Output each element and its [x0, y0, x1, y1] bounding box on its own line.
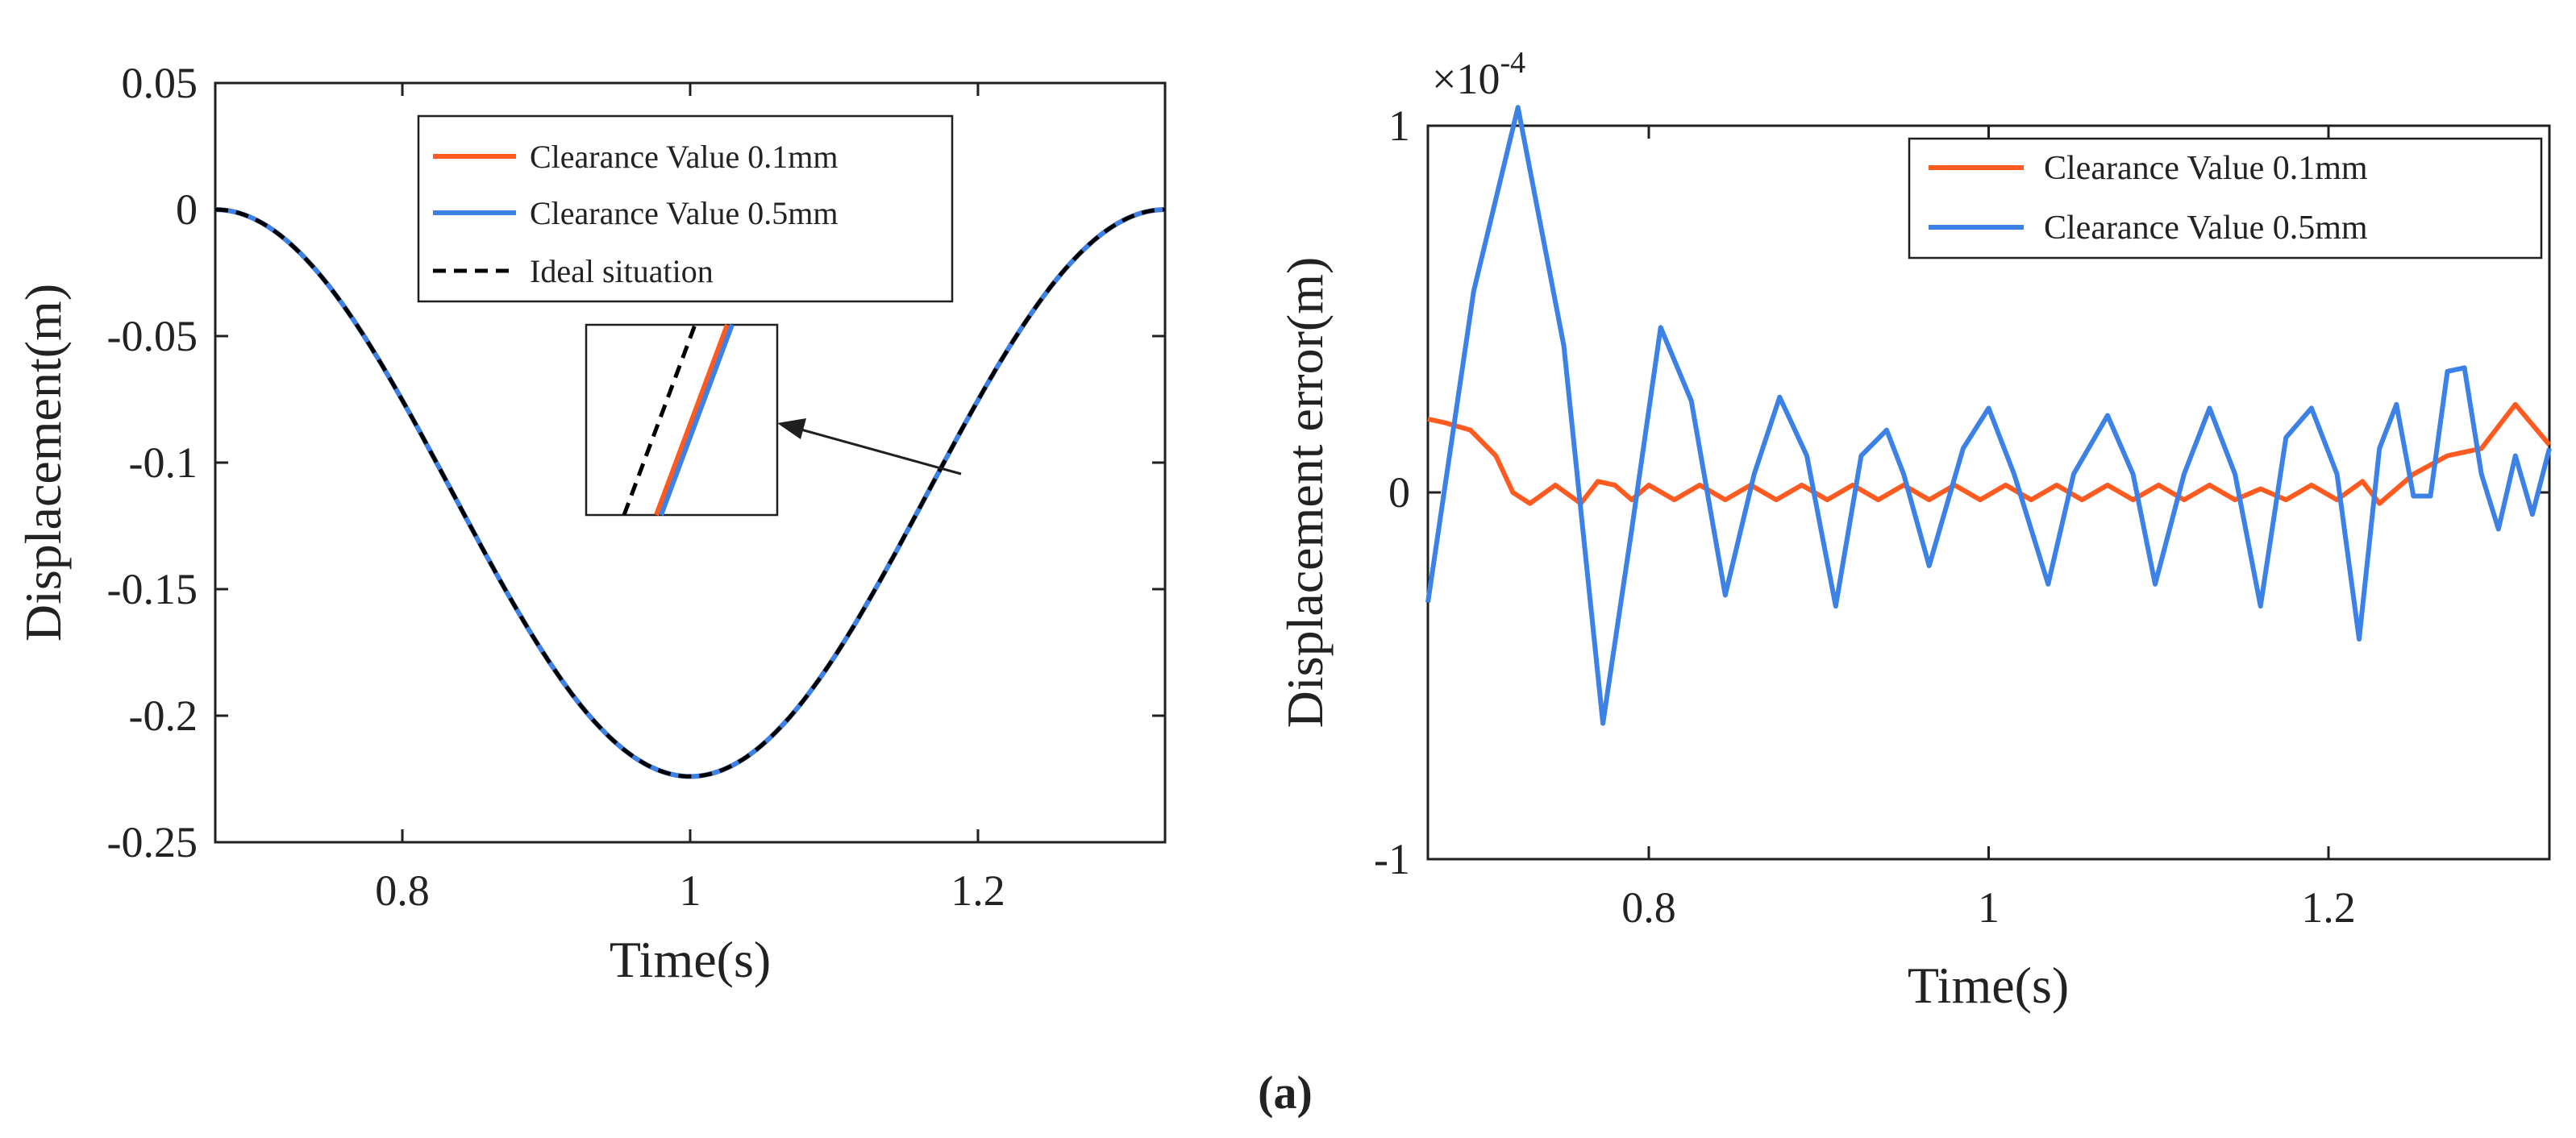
y-tick-label: 0.05: [122, 59, 198, 107]
x-tick-label: 1.2: [951, 866, 1005, 915]
figure-caption: (a): [1258, 1066, 1313, 1119]
zoom-inset-box: [585, 323, 779, 517]
x-ticks-left: 0.8 1 1.2: [375, 83, 1005, 915]
series-line-ideal: [214, 207, 1166, 779]
legend-label-series-b: Clearance Value 0.5mm: [530, 195, 838, 231]
y-ticks-left: 0.05 0 -0.05 -0.1 -0.15 -0.2 -0.25: [107, 59, 1165, 866]
y-tick-label: -0.1: [129, 438, 198, 487]
x-tick-label: 1: [1978, 883, 2000, 932]
y-tick-label: 1: [1388, 102, 1410, 150]
x-tick-label: 0.8: [375, 866, 430, 915]
y-tick-label: -0.2: [129, 692, 198, 740]
series-lines-right: [1425, 105, 2552, 726]
legend-right: Clearance Value 0.1mm Clearance Value 0.…: [1908, 137, 2543, 260]
zoom-inset-series-b-line: [659, 323, 735, 517]
y-tick-label: 0: [176, 185, 198, 234]
zoom-arrow-head: [777, 418, 806, 439]
y-axis-scale-factor: ×10-4: [1432, 46, 1525, 103]
y-tick-label: 0: [1388, 468, 1410, 517]
legend-label-series-a: Clearance Value 0.1mm: [530, 139, 838, 175]
zoom-inset-ideal-line: [622, 324, 697, 516]
x-axis-label-right: Time(s): [1908, 957, 2069, 1014]
y-tick-label: -0.05: [107, 312, 198, 360]
x-tick-label: 0.8: [1621, 883, 1676, 932]
series-lines-left: [214, 207, 1166, 779]
y-tick-label: -0.25: [107, 818, 198, 866]
series-line-clearance-0-5mm: [1425, 105, 2552, 726]
x-axis-label-left: Time(s): [610, 931, 771, 988]
zoom-arrow-shaft: [797, 427, 962, 476]
zoom-inset: [585, 323, 962, 517]
y-ticks-right: 1 0 -1: [1374, 102, 2549, 883]
zoom-inset-series-a-line: [654, 323, 730, 517]
displacement-chart: 0.05 0 -0.05 -0.1 -0.15 -0.2 -0.25 0.8 1 1.2 Dis…: [15, 59, 1167, 988]
y-tick-label: -1: [1374, 835, 1410, 883]
y-axis-label-left: Displacement(m): [15, 284, 72, 642]
x-tick-label: 1.2: [2301, 883, 2356, 932]
legend-label-series-a-right: Clearance Value 0.1mm: [2044, 150, 2368, 187]
y-tick-label: -0.15: [107, 565, 198, 613]
legend-label-series-b-right: Clearance Value 0.5mm: [2044, 210, 2368, 247]
displacement-error-chart: 1 0 -1 0.8 1 1.2 ×10-4 Displacement error(m)…: [1276, 46, 2552, 1014]
x-tick-label: 1: [680, 866, 701, 915]
legend-label-ideal: Ideal situation: [530, 253, 714, 289]
legend-box-right: [1908, 137, 2543, 260]
legend-left: Clearance Value 0.1mm Clearance Value 0.…: [417, 114, 954, 303]
series-line-clearance-0-1mm: [1427, 401, 2552, 506]
y-axis-label-right: Displacement error(m): [1276, 257, 1334, 729]
x-ticks-right: 0.8 1 1.2: [1621, 126, 2356, 932]
